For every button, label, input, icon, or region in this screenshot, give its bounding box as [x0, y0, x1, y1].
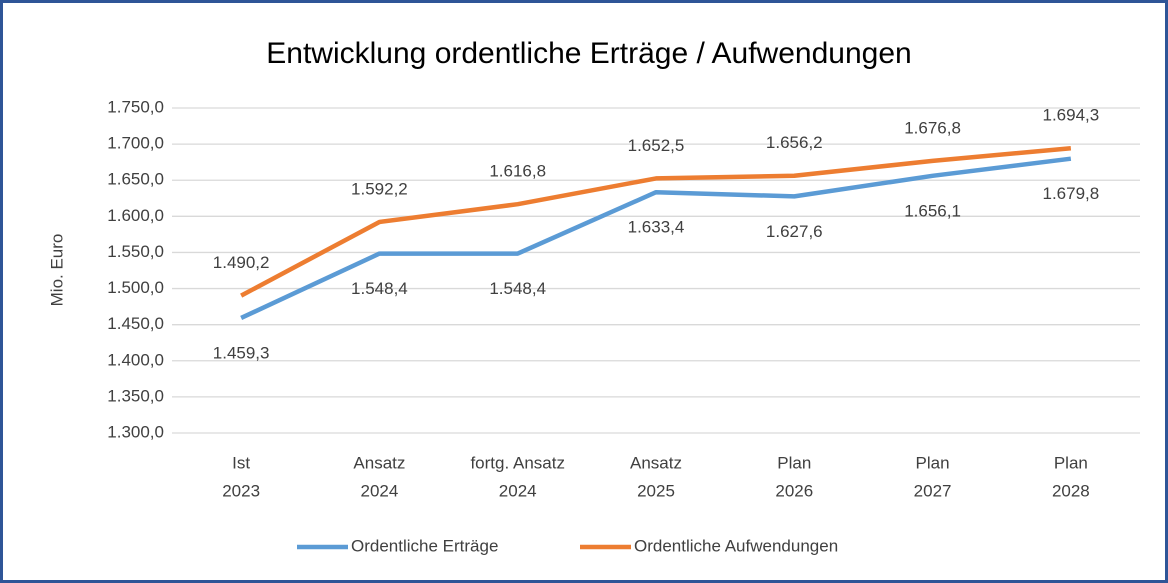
- data-label: 1.656,1: [904, 201, 961, 220]
- y-tick-label: 1.300,0: [107, 422, 164, 441]
- legend-label: Ordentliche Erträge: [351, 536, 498, 555]
- x-tick-label: 2026: [775, 481, 813, 500]
- x-tick-label: Ansatz: [353, 453, 405, 472]
- data-label: 1.694,3: [1042, 106, 1099, 125]
- x-tick-label: 2024: [499, 481, 537, 500]
- y-axis-label: Mio. Euro: [47, 234, 66, 307]
- chart-title: Entwicklung ordentliche Erträge / Aufwen…: [266, 37, 911, 70]
- data-label: 1.633,4: [628, 218, 685, 237]
- data-label: 1.548,4: [351, 279, 408, 298]
- x-tick-label: Plan: [1054, 453, 1088, 472]
- data-label: 1.616,8: [489, 162, 546, 181]
- series-line: [240, 156, 1072, 320]
- data-label: 1.627,6: [766, 222, 823, 241]
- series-line: [240, 145, 1072, 298]
- data-label: 1.548,4: [489, 279, 546, 298]
- y-tick-label: 1.500,0: [107, 278, 164, 297]
- x-tick-label: 2027: [914, 481, 952, 500]
- data-label: 1.592,2: [351, 179, 408, 198]
- x-tick-label: Plan: [777, 453, 811, 472]
- data-label: 1.676,8: [904, 118, 961, 137]
- y-tick-label: 1.750,0: [107, 97, 164, 116]
- data-label: 1.652,5: [628, 136, 685, 155]
- x-tick-label: Ist: [232, 453, 250, 472]
- y-tick-label: 1.700,0: [107, 134, 164, 153]
- x-tick-label: Plan: [916, 453, 950, 472]
- y-tick-label: 1.400,0: [107, 350, 164, 369]
- x-tick-label: 2024: [361, 481, 399, 500]
- data-label: 1.679,8: [1042, 184, 1099, 203]
- data-label: 1.459,3: [213, 343, 270, 362]
- y-tick-label: 1.350,0: [107, 386, 164, 405]
- data-label: 1.490,2: [213, 253, 270, 272]
- y-tick-label: 1.650,0: [107, 170, 164, 189]
- legend-label: Ordentliche Aufwendungen: [634, 536, 838, 555]
- data-label: 1.656,2: [766, 133, 823, 152]
- x-tick-label: 2028: [1052, 481, 1090, 500]
- y-tick-label: 1.600,0: [107, 206, 164, 225]
- x-tick-label: 2023: [222, 481, 260, 500]
- x-tick-label: 2025: [637, 481, 675, 500]
- x-tick-label: fortg. Ansatz: [470, 453, 565, 472]
- y-tick-label: 1.550,0: [107, 242, 164, 261]
- y-tick-label: 1.450,0: [107, 314, 164, 333]
- x-tick-label: Ansatz: [630, 453, 682, 472]
